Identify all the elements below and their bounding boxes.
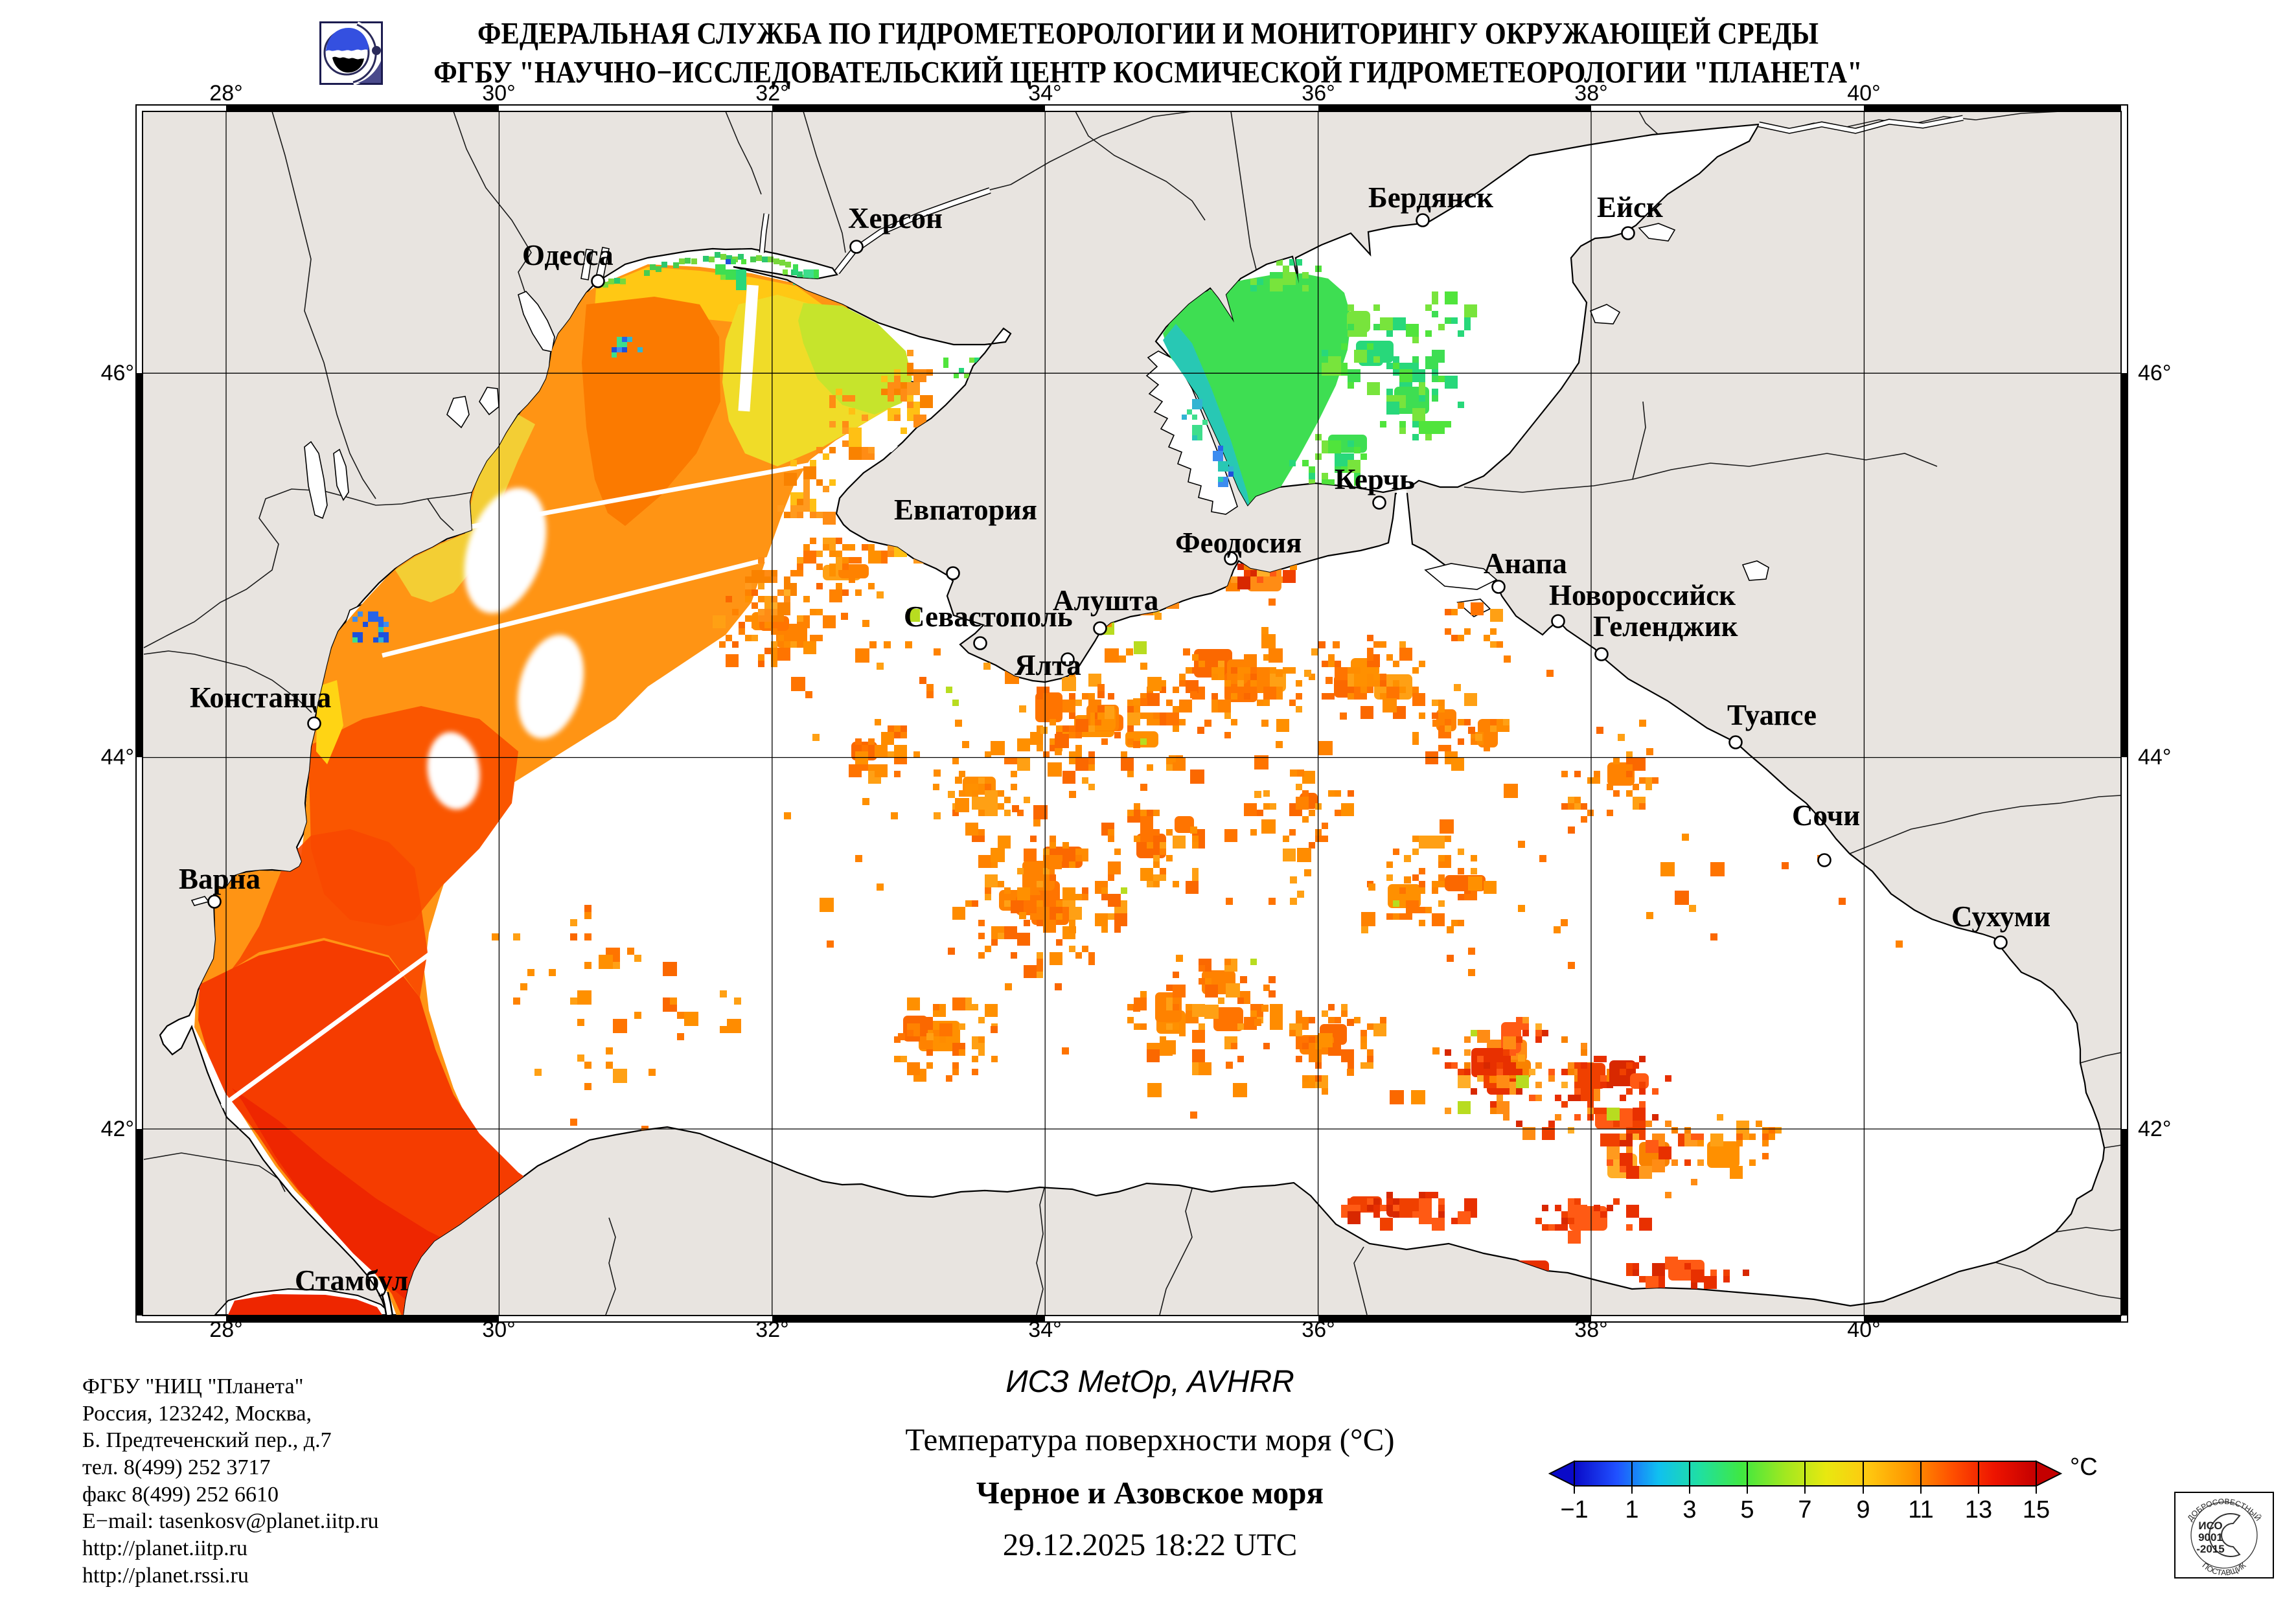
- svg-text:9001: 9001: [2198, 1531, 2223, 1544]
- svg-text:-2015: -2015: [2196, 1543, 2224, 1555]
- svg-text:ИСО: ИСО: [2198, 1520, 2222, 1532]
